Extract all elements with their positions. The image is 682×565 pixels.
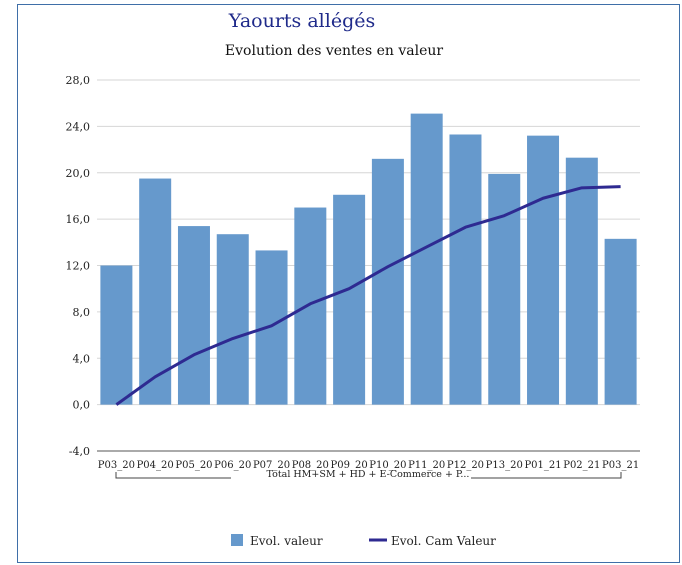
x-group-label: Total HM+SM + HD + E-Commerce + P... xyxy=(267,469,470,480)
x-tick-label: P09_20 xyxy=(331,460,368,471)
x-tick-label: P07_20 xyxy=(253,460,290,471)
x-tick-label: P03_20 xyxy=(98,460,135,471)
x-tick-label: P05_20 xyxy=(175,460,212,471)
y-tick-label: 16,0 xyxy=(66,213,91,226)
bar xyxy=(177,226,210,405)
x-tick-label: P08_20 xyxy=(292,460,329,471)
y-tick-label: 0,0 xyxy=(73,399,91,412)
x-tick-label: P03_21 xyxy=(602,460,639,471)
line-series xyxy=(115,185,621,406)
bar xyxy=(527,135,560,405)
x-tick-label: P10_20 xyxy=(369,460,406,471)
x-tick-label: P13_20 xyxy=(486,460,523,471)
x-tick-label: P11_20 xyxy=(408,460,445,471)
y-tick-label: 28,0 xyxy=(66,74,91,87)
legend-swatch-bar xyxy=(231,534,243,546)
bar xyxy=(139,178,172,405)
x-group-bracket xyxy=(115,472,622,479)
x-tick-label: P04_20 xyxy=(137,460,174,471)
bar xyxy=(371,158,404,405)
bar xyxy=(333,194,366,405)
x-tick-label: P02_21 xyxy=(563,460,600,471)
bar xyxy=(216,234,249,405)
bar xyxy=(604,238,637,405)
bar xyxy=(449,134,482,405)
x-tick-label: P12_20 xyxy=(447,460,484,471)
bar xyxy=(410,113,443,405)
legend-label: Evol. valeur xyxy=(250,534,323,548)
x-tick-label: P01_21 xyxy=(524,460,561,471)
y-tick-label: 12,0 xyxy=(66,260,91,273)
bar xyxy=(255,250,288,405)
bar xyxy=(100,265,133,405)
y-tick-label: -4,0 xyxy=(69,445,90,458)
chart-title: Yaourts allégés xyxy=(228,10,375,32)
x-tick-label: P06_20 xyxy=(214,460,251,471)
y-tick-label: 4,0 xyxy=(73,352,91,365)
y-tick-label: 20,0 xyxy=(66,167,91,180)
bar xyxy=(294,207,327,405)
chart-subtitle: Evolution des ventes en valeur xyxy=(225,43,443,59)
legend-label: Evol. Cam Valeur xyxy=(391,534,496,548)
y-tick-label: 8,0 xyxy=(73,306,91,319)
bar xyxy=(488,173,521,405)
bar xyxy=(565,157,598,405)
y-tick-label: 24,0 xyxy=(66,120,91,133)
